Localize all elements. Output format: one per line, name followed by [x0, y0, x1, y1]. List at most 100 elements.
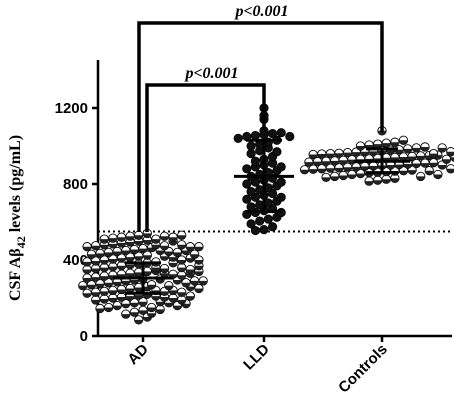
data-point: [321, 172, 331, 183]
data-point: [276, 192, 286, 202]
data-point: [390, 137, 400, 147]
data-point: [99, 234, 109, 244]
data-point: [86, 280, 97, 290]
data-point: [151, 234, 161, 244]
data-point: [198, 276, 208, 286]
data-point: [285, 131, 295, 142]
data-point: [116, 284, 127, 295]
data-point: [177, 295, 187, 305]
data-point: [91, 295, 101, 305]
data-point: [416, 171, 426, 182]
data-point: [121, 309, 131, 319]
data-point: [373, 175, 383, 185]
data-point: [138, 243, 148, 254]
data-point: [411, 143, 422, 153]
data-point: [267, 129, 278, 139]
data-point: [159, 241, 170, 251]
data-point: [364, 176, 374, 186]
data-point: [233, 133, 243, 143]
data-point: [164, 280, 174, 291]
data-point: [276, 177, 286, 187]
data-point: [194, 242, 204, 252]
data-point: [342, 147, 353, 158]
p-value-label: p<0.001: [233, 3, 288, 20]
data-point: [360, 161, 370, 171]
data-point: [116, 292, 127, 302]
data-point: [242, 179, 252, 189]
data-point: [242, 194, 252, 204]
data-point: [116, 232, 127, 242]
data-point: [317, 149, 327, 159]
category-label-controls: Controls: [335, 341, 391, 397]
data-point: [398, 135, 409, 145]
data-point: [125, 283, 135, 294]
data-point: [134, 230, 144, 240]
data-point: [82, 242, 92, 252]
data-point: [91, 241, 101, 251]
data-point: [95, 248, 105, 259]
data-point: [420, 158, 430, 168]
data-point: [194, 255, 204, 265]
data-point: [246, 187, 256, 197]
data-point: [181, 278, 191, 288]
category-label-ad: AD: [124, 341, 151, 368]
data-point: [368, 161, 379, 171]
data-point: [99, 262, 109, 273]
data-point: [95, 303, 105, 314]
data-point: [446, 147, 454, 157]
data-point: [91, 287, 101, 297]
data-point: [255, 216, 265, 226]
data-point: [347, 155, 357, 165]
data-point: [334, 148, 344, 158]
data-point: [407, 151, 417, 162]
data-point: [272, 147, 282, 157]
data-point: [304, 157, 314, 167]
data-point: [299, 165, 310, 175]
data-point: [424, 166, 434, 176]
category-label-lld: LLD: [240, 341, 273, 374]
data-point: [246, 141, 256, 151]
data-point: [108, 293, 118, 303]
data-point: [91, 263, 101, 274]
data-point: [146, 302, 157, 313]
data-point: [82, 273, 92, 283]
error-bar-lld: [234, 138, 294, 214]
data-point: [317, 164, 327, 174]
data-point: [91, 256, 101, 266]
data-point: [177, 287, 187, 297]
data-point: [78, 280, 88, 291]
data-point: [325, 148, 336, 159]
error-bars: [113, 138, 410, 295]
data-point: [103, 302, 114, 313]
data-point: [103, 247, 114, 258]
data-point: [312, 156, 323, 167]
data-point: [446, 164, 454, 174]
data-point: [330, 171, 340, 182]
data-point: [342, 162, 353, 172]
data-point: [112, 277, 122, 287]
data-point: [441, 154, 452, 164]
data-point: [142, 228, 152, 239]
data-point: [177, 240, 187, 250]
data-point: [250, 130, 260, 141]
data-point: [99, 271, 109, 281]
data-point: [86, 249, 97, 259]
significance-bracket: p<0.001: [145, 65, 266, 232]
data-point: [159, 263, 170, 274]
data-point: [103, 278, 114, 288]
data-point: [125, 268, 135, 278]
data-point: [185, 291, 195, 301]
data-point: [108, 233, 118, 243]
data-point: [99, 286, 109, 296]
significance-brackets: p<0.001 p<0.001: [137, 3, 384, 232]
data-point: [108, 285, 118, 296]
data-point: [99, 294, 109, 304]
data-point: [177, 230, 187, 240]
data-point: [308, 149, 318, 160]
data-point: [121, 245, 131, 256]
data-point: [428, 158, 439, 168]
y-axis-label: CSF Aβ42 levels (pg/mL): [7, 135, 28, 301]
y-tick-label: 1200: [55, 100, 88, 117]
data-point: [177, 262, 187, 273]
data-point: [242, 164, 252, 174]
